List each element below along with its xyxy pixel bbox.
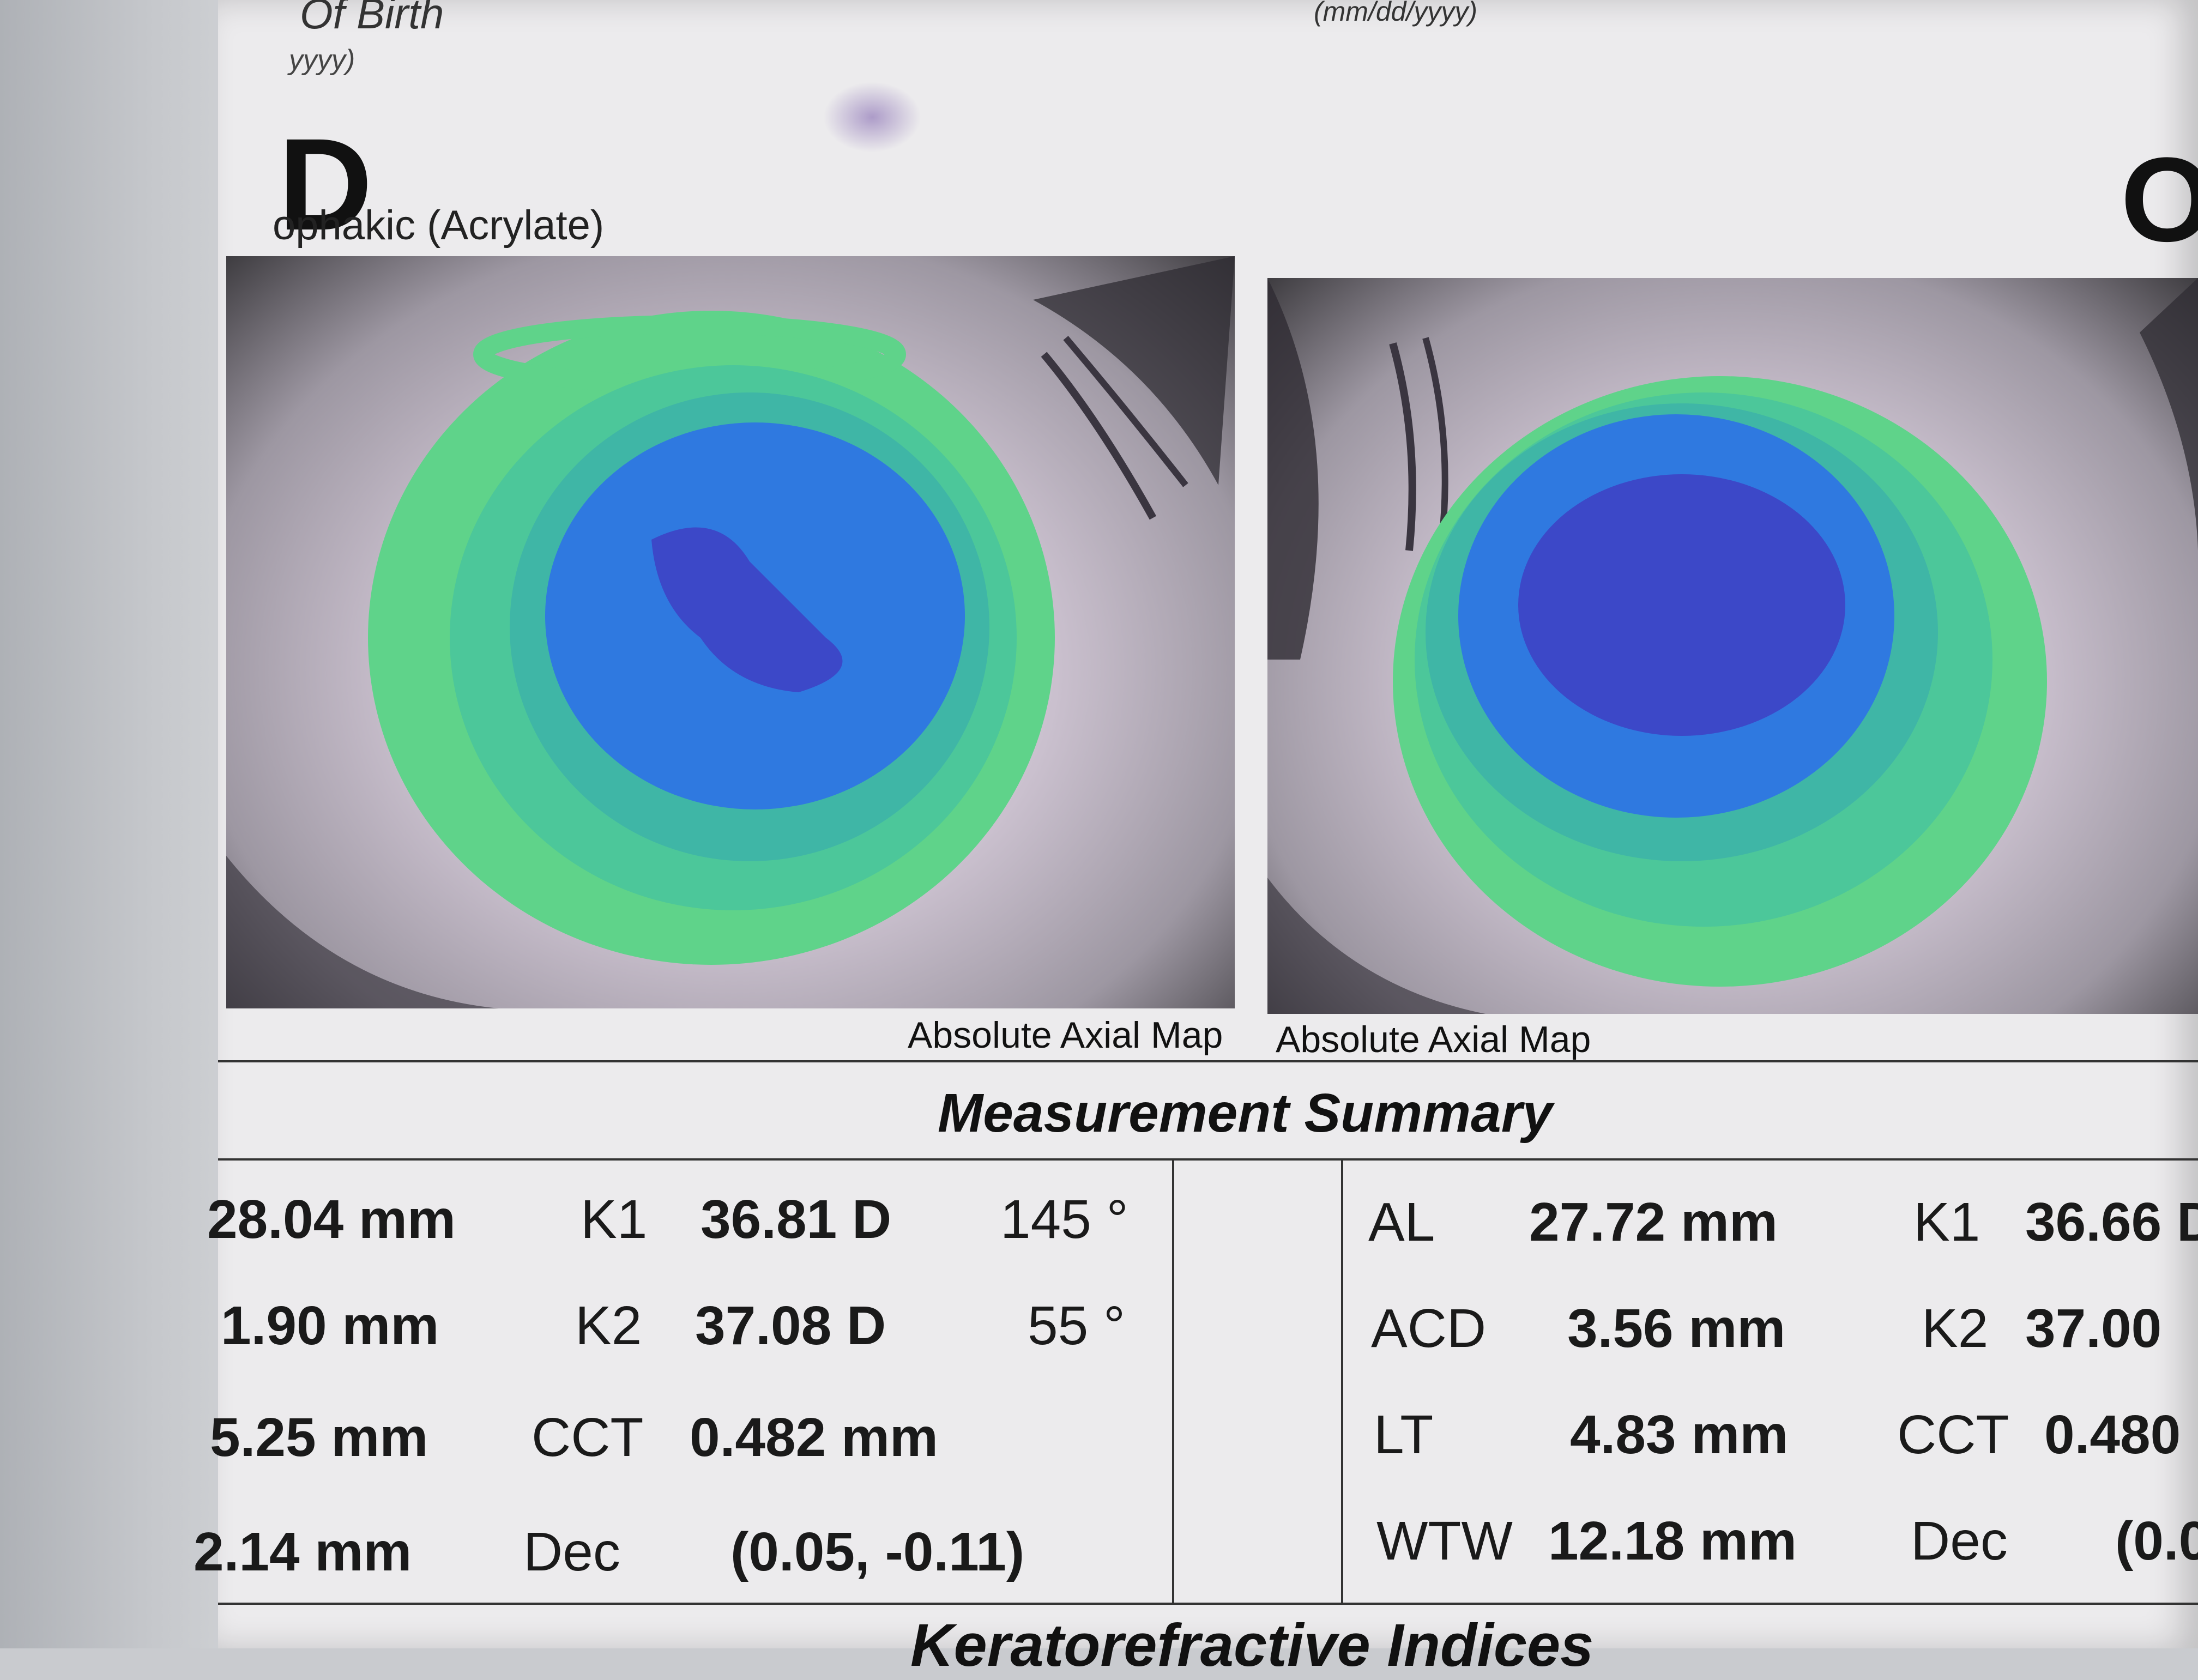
os-acd-label: ACD [1371, 1298, 1487, 1359]
os-cct-label: CCT [1897, 1404, 2009, 1465]
od-map-label: Absolute Axial Map [908, 1014, 1223, 1056]
os-acd-value: 3.56 mm [1567, 1298, 1786, 1359]
report-page: Of Birth yyyy) (mm/dd/yyyy) D ophakic (A… [194, 0, 2198, 1679]
os-dec-value: (0.0 [2115, 1510, 2198, 1572]
table-column-divider [1172, 1158, 1174, 1603]
table-top-border [218, 1158, 2198, 1161]
exam-date-format: (mm/dd/yyyy) [1314, 0, 1477, 27]
date-of-birth-label: Of Birth [300, 0, 444, 38]
od-map-graphic [226, 256, 1235, 1008]
os-dec-label: Dec [1911, 1510, 2008, 1572]
os-k2-label: K2 [1922, 1298, 1989, 1359]
od-lt-value: 5.25 mm [210, 1407, 428, 1468]
od-acd-value: 1.90 mm [221, 1295, 439, 1356]
od-eye-label: D [278, 111, 373, 257]
os-map-label: Absolute Axial Map [1276, 1019, 1591, 1060]
od-k1-label: K1 [581, 1189, 648, 1250]
table-column-divider [1341, 1158, 1343, 1603]
od-k2-label: K2 [575, 1295, 642, 1356]
ink-smudge [823, 82, 921, 153]
os-eye-label: O [2121, 132, 2198, 267]
od-cct-value: 0.482 mm [690, 1407, 938, 1468]
os-al-value: 27.72 mm [1529, 1192, 1778, 1253]
os-map-graphic [1267, 278, 2198, 1014]
table-bottom-border [218, 1603, 2198, 1605]
os-k1-label: K1 [1913, 1192, 1980, 1253]
section-divider [218, 1060, 2198, 1062]
od-k2-axis: 55 ° [1028, 1295, 1126, 1356]
measurement-summary-title: Measurement Summary [938, 1083, 1553, 1144]
od-k1-value: 36.81 D [701, 1189, 892, 1250]
od-k1-axis: 145 ° [1000, 1189, 1128, 1250]
os-k1-value: 36.66 D [2025, 1192, 2198, 1253]
od-dec-value: (0.05, -0.11) [730, 1521, 1025, 1582]
od-wtw-value: 2.14 mm [194, 1521, 412, 1582]
os-al-label: AL [1368, 1192, 1435, 1253]
date-of-birth-format: yyyy) [289, 44, 355, 76]
od-axial-map [226, 256, 1235, 1008]
os-wtw-label: WTW [1376, 1510, 1513, 1572]
os-axial-map [1267, 278, 2198, 1014]
od-k2-value: 37.08 D [695, 1295, 886, 1356]
od-cct-label: CCT [532, 1407, 644, 1468]
od-dec-label: Dec [523, 1521, 620, 1582]
od-lens-status: ophakic (Acrylate) [273, 202, 605, 249]
os-lt-label: LT [1374, 1404, 1434, 1465]
os-k2-value: 37.00 [2025, 1298, 2162, 1359]
keratorefractive-indices-heading: Keratorefractive Indices [910, 1612, 1594, 1679]
os-lt-value: 4.83 mm [1570, 1404, 1789, 1465]
os-cct-value: 0.480 [2044, 1404, 2181, 1465]
os-wtw-value: 12.18 mm [1548, 1510, 1797, 1572]
od-axial-length-value: 28.04 mm [207, 1189, 456, 1250]
